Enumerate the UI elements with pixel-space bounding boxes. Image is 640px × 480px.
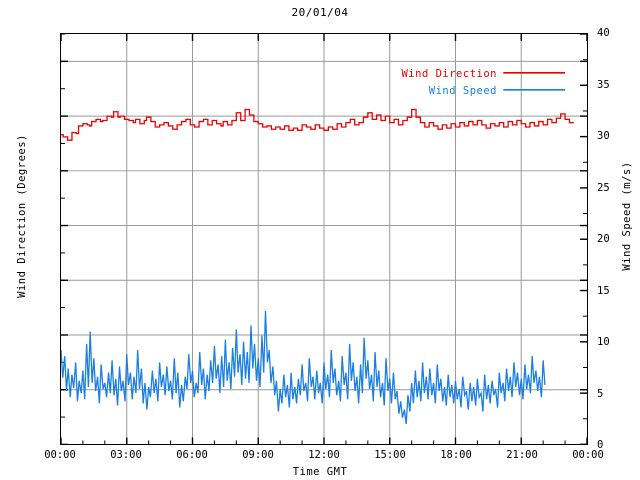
legend-item-wind-direction: Wind Direction bbox=[401, 68, 497, 80]
y-tick-right-15: 15 bbox=[597, 284, 610, 297]
x-tick-6: 18:00 bbox=[440, 449, 472, 461]
x-tick-5: 15:00 bbox=[374, 449, 406, 461]
data-layer bbox=[61, 108, 574, 424]
y-tick-right-40: 40 bbox=[597, 27, 610, 39]
y-tick-right-5: 5 bbox=[597, 387, 604, 400]
y-tick-right-35: 35 bbox=[597, 78, 610, 91]
legend-item-wind-speed: Wind Speed bbox=[428, 85, 497, 97]
y-tick-right-10: 10 bbox=[597, 336, 610, 348]
x-tick-8: 00:00 bbox=[572, 449, 604, 461]
x-tick-0: 00:00 bbox=[44, 449, 76, 461]
plot-area: Wind Direction Wind Speed bbox=[60, 33, 588, 445]
y-axis-left-label: Wind Direction (Degrees) bbox=[16, 134, 28, 298]
y-tick-right-20: 20 bbox=[597, 233, 610, 245]
chart-title: 20/01/04 bbox=[291, 6, 349, 19]
y-tick-right-25: 25 bbox=[597, 181, 610, 194]
legend-layer bbox=[503, 72, 566, 91]
y-tick-right-0: 0 bbox=[597, 439, 604, 451]
y-tick-right-30: 30 bbox=[597, 130, 610, 142]
grid-layer bbox=[61, 34, 587, 445]
x-tick-1: 03:00 bbox=[110, 449, 142, 461]
x-axis-label: Time GMT bbox=[292, 466, 348, 478]
y-axis-right-label: Wind Speed (m/s) bbox=[621, 161, 633, 271]
x-tick-2: 06:00 bbox=[176, 449, 208, 461]
x-tick-4: 12:00 bbox=[308, 449, 340, 461]
x-tick-7: 21:00 bbox=[506, 449, 538, 461]
series-wind-speed bbox=[61, 311, 546, 424]
x-tick-3: 09:00 bbox=[242, 449, 274, 461]
series-wind-direction bbox=[61, 108, 574, 141]
